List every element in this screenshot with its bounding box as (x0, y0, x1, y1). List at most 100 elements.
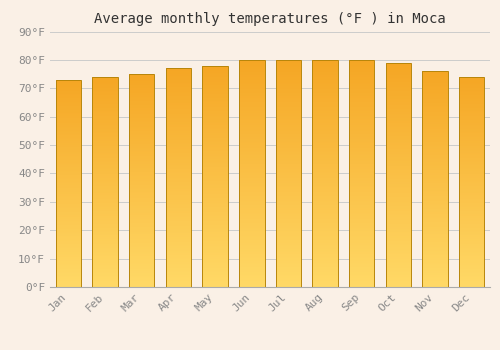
Bar (92, 119, 118, 120)
Bar (239, 90, 264, 92)
Bar (56, 168, 81, 169)
Bar (56, 222, 81, 223)
Bar (386, 253, 411, 254)
Bar (276, 282, 301, 284)
Bar (459, 140, 484, 141)
Bar (312, 66, 338, 68)
Bar (459, 148, 484, 150)
Bar (202, 120, 228, 122)
Bar (459, 83, 484, 84)
Bar (422, 254, 448, 256)
Bar (239, 207, 264, 208)
Bar (202, 200, 228, 201)
Bar (92, 235, 118, 237)
Bar (349, 143, 374, 145)
Bar (92, 253, 118, 255)
Bar (239, 225, 264, 226)
Bar (202, 265, 228, 266)
Bar (386, 127, 411, 128)
Bar (349, 182, 374, 184)
Bar (56, 240, 81, 241)
Bar (56, 229, 81, 230)
Bar (386, 144, 411, 145)
Bar (422, 156, 448, 158)
Bar (56, 139, 81, 141)
Bar (349, 201, 374, 202)
Bar (386, 118, 411, 120)
Bar (422, 176, 448, 178)
Bar (386, 109, 411, 111)
Bar (56, 204, 81, 205)
Bar (312, 195, 338, 196)
Bar (92, 237, 118, 238)
Bar (386, 214, 411, 215)
Bar (166, 251, 191, 252)
Bar (92, 78, 118, 80)
Bar (386, 265, 411, 266)
Bar (349, 238, 374, 240)
Bar (202, 114, 228, 116)
Bar (202, 157, 228, 159)
Bar (56, 132, 81, 134)
Bar (92, 143, 118, 144)
Bar (202, 163, 228, 164)
Bar (56, 185, 81, 186)
Bar (202, 110, 228, 111)
Bar (312, 122, 338, 124)
Bar (459, 91, 484, 92)
Bar (92, 203, 118, 204)
Bar (386, 261, 411, 263)
Bar (202, 210, 228, 212)
Bar (386, 281, 411, 282)
Bar (129, 240, 154, 241)
Bar (386, 111, 411, 112)
Bar (349, 139, 374, 140)
Bar (276, 126, 301, 128)
Bar (92, 112, 118, 113)
Bar (129, 122, 154, 124)
Bar (56, 116, 81, 117)
Bar (166, 156, 191, 157)
Bar (276, 98, 301, 99)
Bar (459, 277, 484, 279)
Bar (312, 241, 338, 243)
Bar (202, 268, 228, 269)
Bar (349, 152, 374, 154)
Bar (166, 286, 191, 287)
Bar (459, 238, 484, 239)
Bar (56, 114, 81, 116)
Bar (349, 278, 374, 279)
Bar (386, 251, 411, 253)
Bar (459, 123, 484, 125)
Bar (386, 266, 411, 267)
Bar (386, 224, 411, 226)
Bar (312, 134, 338, 135)
Bar (459, 281, 484, 283)
Bar (386, 72, 411, 73)
Bar (422, 277, 448, 278)
Bar (312, 83, 338, 84)
Bar (422, 221, 448, 222)
Bar (459, 157, 484, 158)
Bar (239, 72, 264, 74)
Bar (312, 72, 338, 74)
Bar (422, 123, 448, 125)
Bar (239, 220, 264, 222)
Bar (459, 182, 484, 183)
Bar (56, 214, 81, 215)
Bar (459, 241, 484, 242)
Bar (459, 139, 484, 140)
Bar (459, 162, 484, 164)
Bar (276, 158, 301, 160)
Bar (239, 128, 264, 130)
Bar (459, 160, 484, 161)
Bar (129, 263, 154, 264)
Bar (422, 130, 448, 132)
Bar (129, 127, 154, 128)
Bar (129, 217, 154, 219)
Bar (349, 279, 374, 281)
Bar (386, 175, 411, 176)
Bar (129, 88, 154, 90)
Bar (166, 222, 191, 223)
Bar (422, 262, 448, 264)
